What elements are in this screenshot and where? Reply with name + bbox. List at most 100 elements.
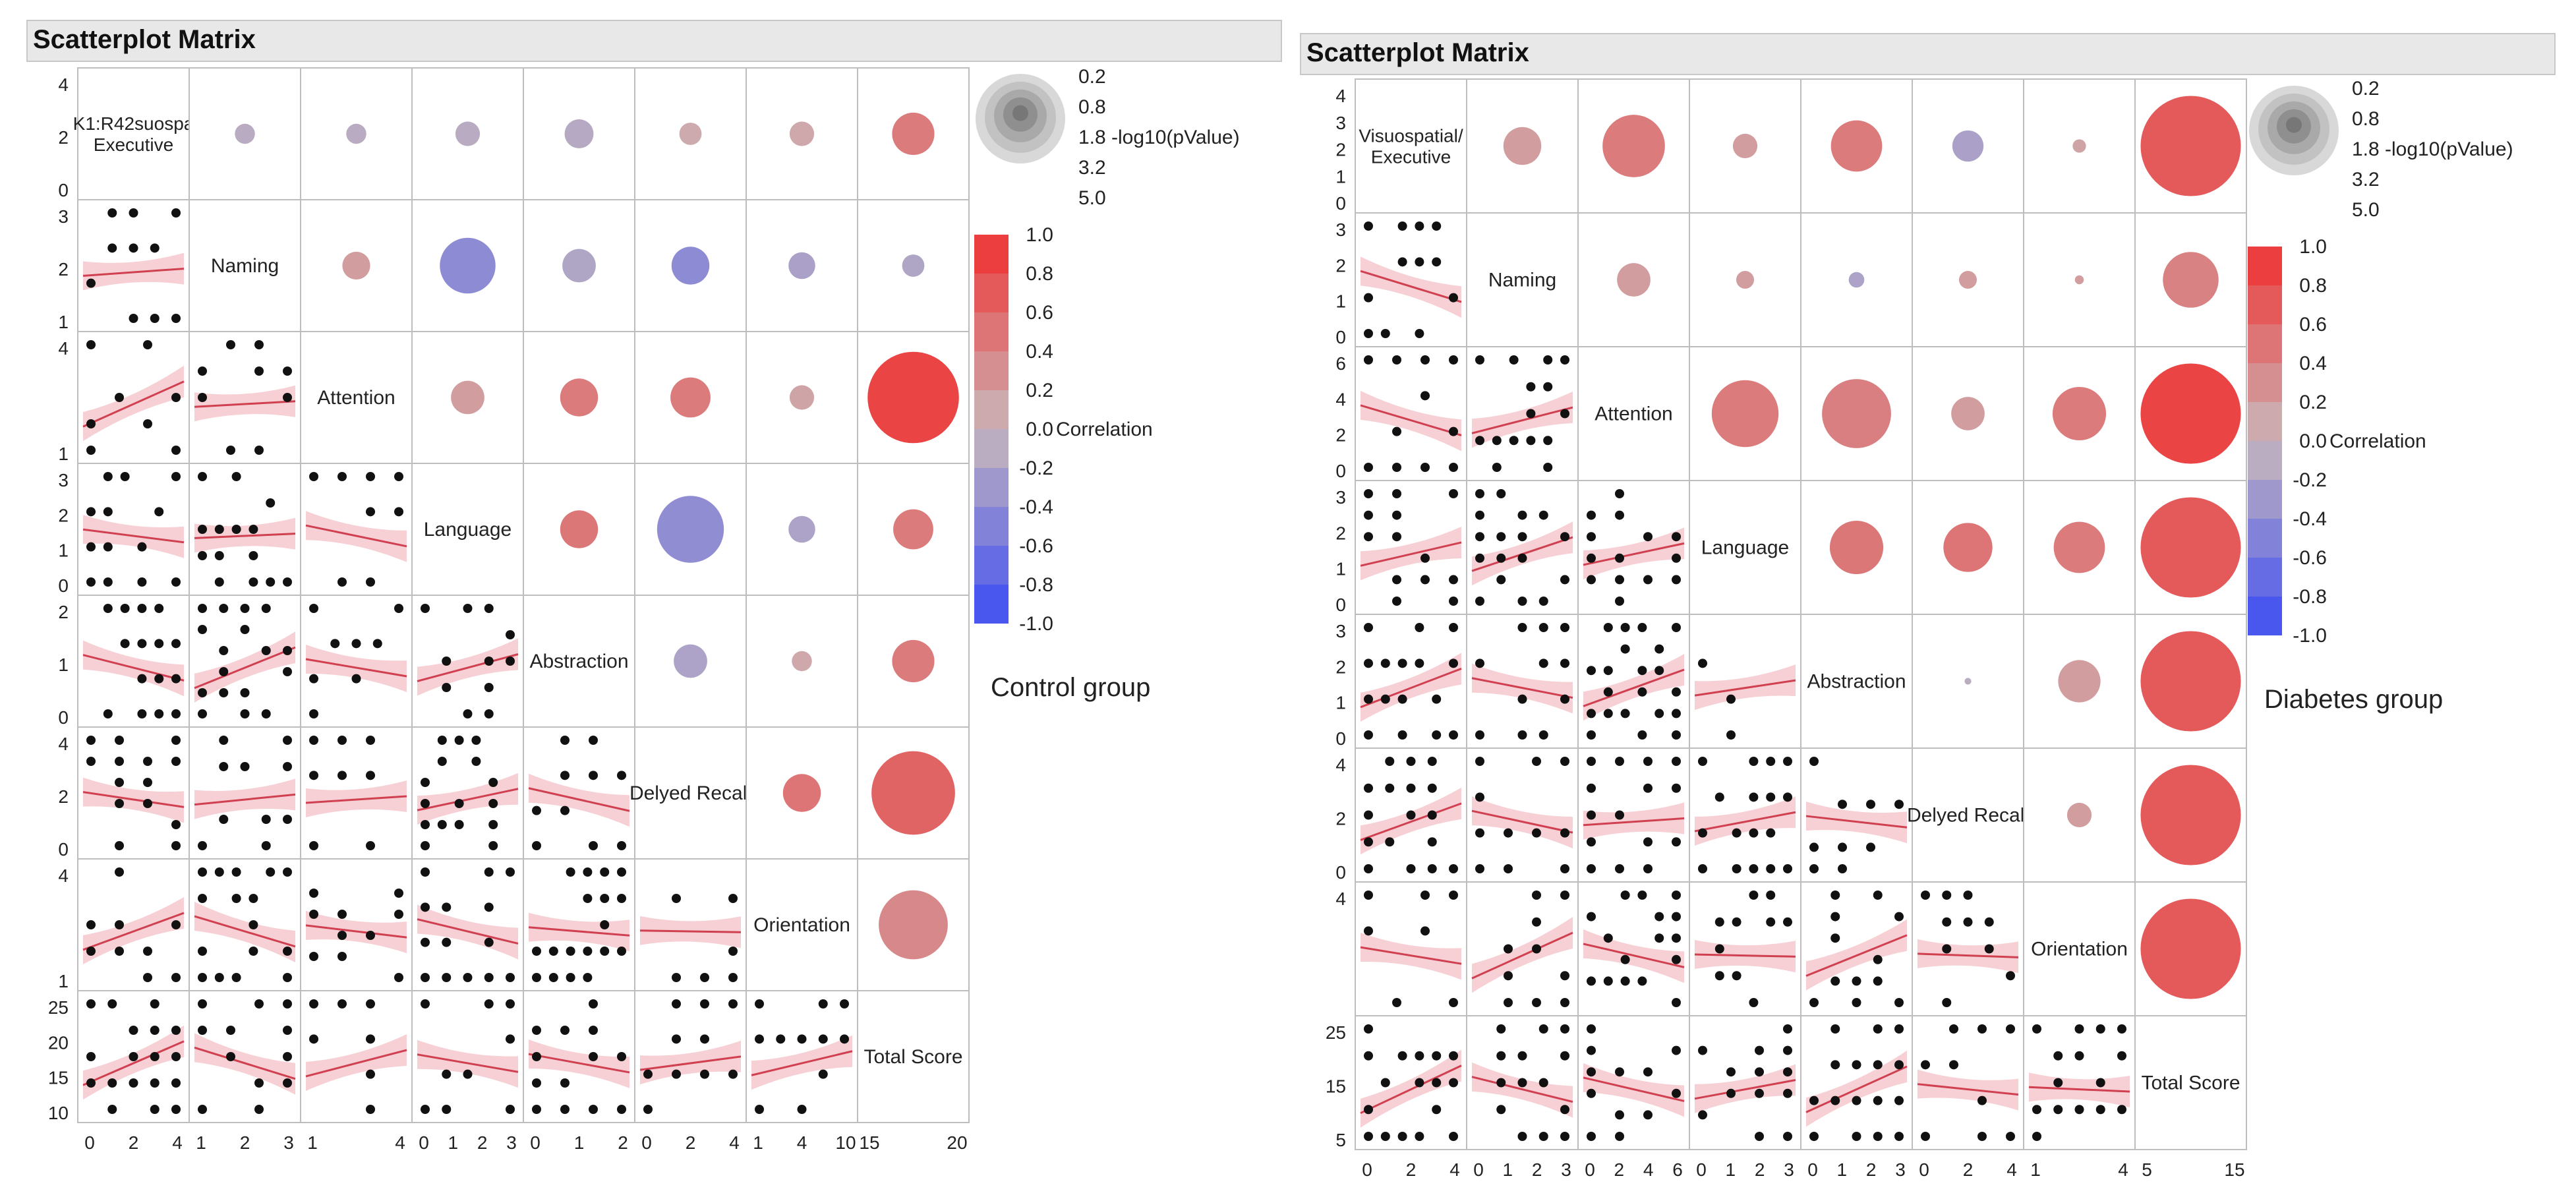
data-point: [1809, 1132, 1819, 1141]
data-point: [214, 867, 224, 877]
data-point: [421, 604, 430, 613]
data-point: [1698, 1045, 1707, 1055]
y-tick-label: 1: [58, 312, 69, 332]
data-point: [219, 815, 229, 824]
fit-line: [82, 1040, 185, 1086]
data-point: [463, 1069, 473, 1079]
data-point: [1385, 783, 1395, 793]
variable-label: Executive: [1371, 147, 1451, 167]
data-point: [560, 1078, 570, 1088]
data-point: [1672, 954, 1681, 964]
panel-title: Scatterplot Matrix: [1300, 33, 2556, 75]
variable-label: Total Score: [2141, 1072, 2240, 1094]
data-point: [1364, 329, 1373, 338]
data-point: [1921, 891, 1930, 900]
data-point: [337, 952, 347, 961]
data-point: [1420, 355, 1430, 365]
data-point: [1672, 1088, 1681, 1098]
color-scale-segment: [2248, 402, 2282, 441]
data-point: [1397, 1132, 1407, 1141]
correlation-bubble: [451, 380, 484, 415]
data-point: [1698, 757, 1707, 766]
fit-line: [1360, 1065, 1462, 1115]
data-point: [129, 1078, 138, 1088]
data-point: [755, 1034, 764, 1044]
data-point: [1894, 912, 1904, 921]
x-tick-label: 20: [947, 1132, 967, 1153]
fit-line: [751, 1050, 853, 1076]
color-scale-value: 0.8: [2299, 275, 2327, 297]
data-point: [150, 1078, 160, 1088]
data-point: [1587, 1088, 1596, 1098]
data-point: [1984, 944, 1994, 954]
y-tick-label: 3: [1335, 487, 1346, 508]
data-point: [1637, 976, 1647, 986]
data-point: [548, 973, 558, 982]
correlation-bubble: [867, 351, 959, 444]
y-tick-label: 0: [1335, 595, 1346, 615]
data-point: [1475, 436, 1484, 446]
fit-line: [194, 793, 296, 806]
data-point: [214, 551, 224, 560]
correlation-bubble: [2058, 660, 2101, 703]
size-legend-value: 0.2: [2352, 78, 2380, 100]
data-point: [1475, 828, 1484, 838]
data-point: [1603, 709, 1613, 718]
data-point: [1380, 1078, 1390, 1088]
correlation-bubble: [455, 121, 481, 146]
data-point: [421, 999, 430, 1009]
data-point: [1587, 666, 1596, 676]
data-point: [589, 999, 598, 1009]
y-tick-label: 20: [48, 1032, 69, 1053]
data-point: [1475, 510, 1484, 520]
color-scale-segment: [2248, 363, 2282, 402]
data-point: [1415, 1078, 1424, 1088]
data-point: [532, 1052, 541, 1061]
data-point: [1643, 532, 1653, 542]
data-point: [1830, 1060, 1840, 1070]
data-point: [818, 1034, 828, 1044]
data-point: [1852, 1060, 1861, 1070]
data-point: [86, 507, 96, 517]
data-point: [1852, 1096, 1861, 1105]
correlation-bubble: [1964, 678, 1972, 685]
data-point: [115, 778, 124, 787]
data-point: [150, 314, 160, 323]
data-point: [1672, 933, 1681, 943]
fit-line: [417, 1053, 519, 1073]
fit-line: [1471, 1076, 1573, 1103]
data-point: [1942, 891, 1952, 900]
matrix-cell: [634, 726, 747, 860]
data-point: [818, 1069, 828, 1079]
data-point: [560, 1105, 570, 1114]
data-point: [1392, 489, 1401, 498]
x-tick-label: 2: [1614, 1159, 1625, 1180]
correlation-bubble: [2163, 252, 2219, 308]
size-legend-value: 0.2: [1078, 66, 1106, 88]
data-point: [1560, 694, 1569, 704]
correlation-bubble: [342, 251, 370, 280]
data-point: [1364, 293, 1373, 303]
correlation-bubble: [789, 385, 815, 410]
data-point: [309, 736, 318, 745]
correlation-bubble: [2140, 631, 2241, 732]
data-point: [154, 709, 164, 718]
data-point: [589, 1026, 598, 1035]
data-point: [1654, 912, 1664, 921]
data-point: [283, 973, 292, 982]
correlation-bubble: [235, 123, 255, 144]
data-point: [1809, 842, 1819, 852]
fit-line: [1805, 1065, 1908, 1113]
color-scale-value: 0.2: [2299, 392, 2327, 413]
fit-line: [1917, 1083, 2019, 1096]
data-point: [219, 762, 229, 771]
data-point: [283, 667, 292, 676]
data-point: [1732, 917, 1742, 927]
data-point: [171, 920, 181, 929]
matrix-cell: [1466, 212, 1579, 347]
data-point: [1397, 730, 1407, 740]
x-tick-label: 2: [1963, 1159, 1974, 1180]
data-point: [1637, 666, 1647, 676]
variable-label: Visuospatial/: [1359, 126, 1463, 146]
data-point: [198, 1026, 207, 1035]
